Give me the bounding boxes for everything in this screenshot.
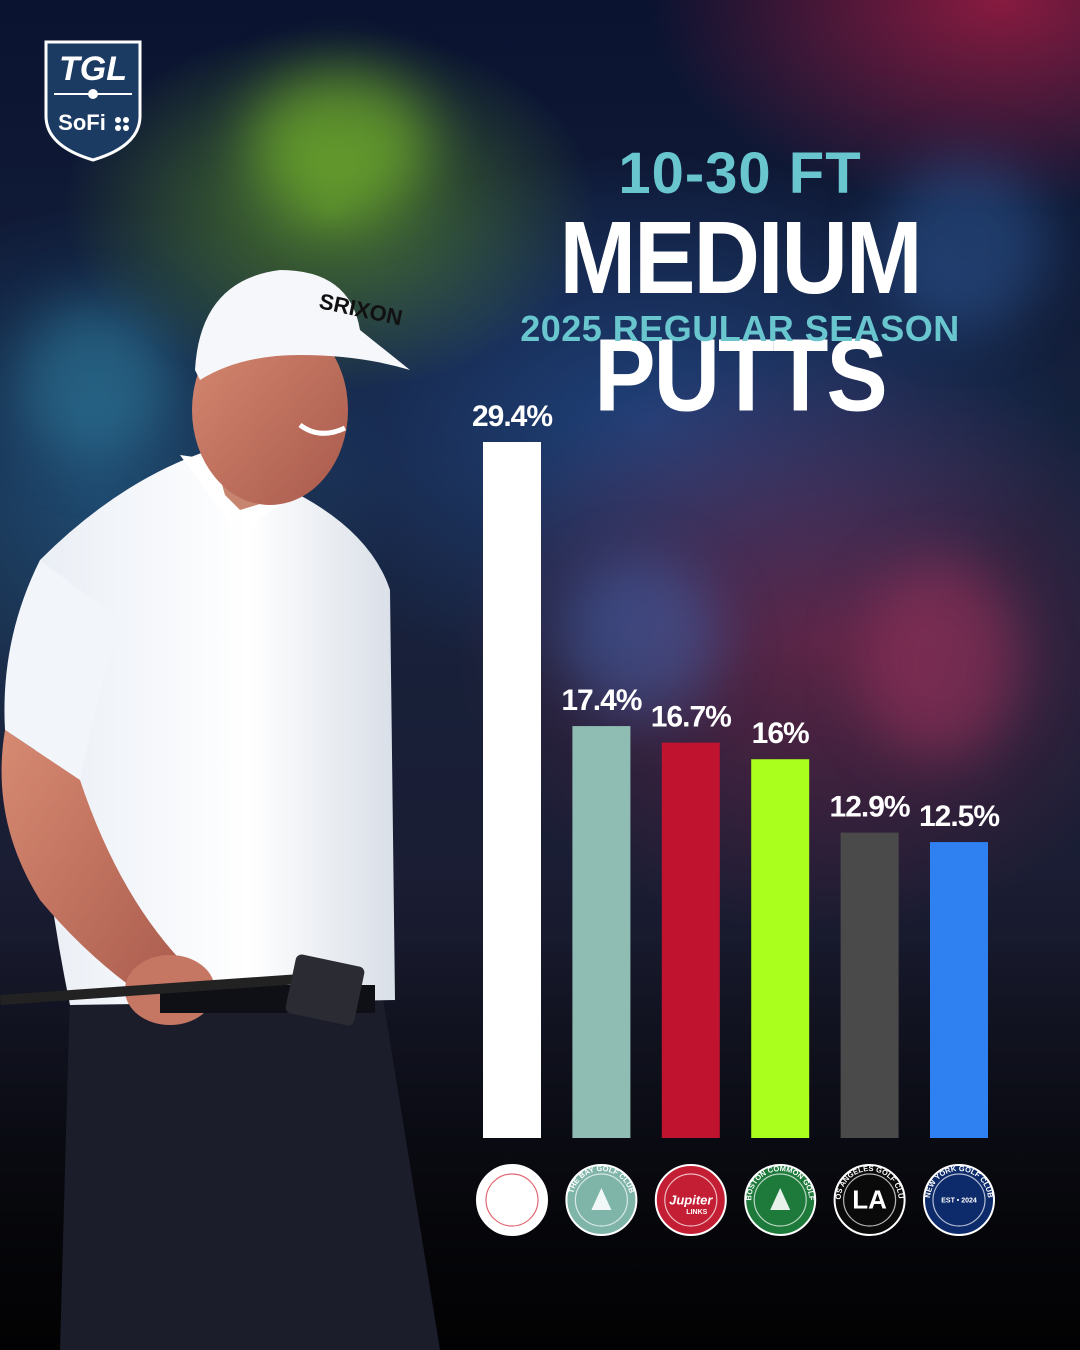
bar-value-label: 12.9%	[830, 791, 910, 824]
bar-value-label: 29.4%	[472, 400, 552, 433]
season-subtitle: 2025 REGULAR SEASON	[520, 308, 960, 349]
bar-value-label: 16.7%	[651, 701, 731, 734]
crowd-bokeh	[560, 560, 720, 720]
bar-2	[572, 726, 631, 1138]
team-mark-text: Jupiter	[669, 1192, 713, 1207]
team-mark-text: A	[503, 1185, 522, 1215]
bar-value-label: 17.4%	[561, 684, 641, 717]
bar-1	[483, 442, 541, 1138]
bar-3	[661, 742, 720, 1138]
bar-6	[930, 842, 988, 1138]
crowd-bokeh	[20, 300, 170, 460]
bar-4	[751, 759, 810, 1138]
crowd-bokeh	[250, 70, 430, 210]
team-mark-text: LA	[852, 1185, 887, 1215]
distance-subtitle: 10-30 FT	[618, 141, 862, 206]
atlanta-drive-gc-logo-icon: ATLANTA DRIVE GCA	[476, 1164, 548, 1236]
crowd-bokeh	[880, 160, 1050, 330]
bar-value-label: 16%	[752, 717, 809, 750]
the-bay-golf-club-logo-icon: THE BAY GOLF CLUB	[565, 1164, 638, 1236]
team-mark-subtext: LINKS	[686, 1209, 707, 1216]
jupiter-links-logo-icon: Jupiter LINKS	[654, 1164, 727, 1236]
player-figure: SRIXON	[0, 270, 440, 1350]
team-mark-text: EST • 2024	[941, 1197, 977, 1204]
bar-5	[840, 832, 899, 1138]
crowd-bokeh	[860, 560, 1020, 760]
boston-common-golf-logo-icon: BOSTON COMMON GOLF	[744, 1164, 816, 1236]
logo-bottom-text: SoFi	[58, 110, 106, 135]
page-title: MEDIUM PUTTS	[559, 201, 922, 433]
tgl-logo-icon: TGL SoFi	[44, 40, 142, 162]
bar-value-label: 12.5%	[919, 800, 999, 833]
logo-top-text: TGL	[59, 50, 127, 88]
